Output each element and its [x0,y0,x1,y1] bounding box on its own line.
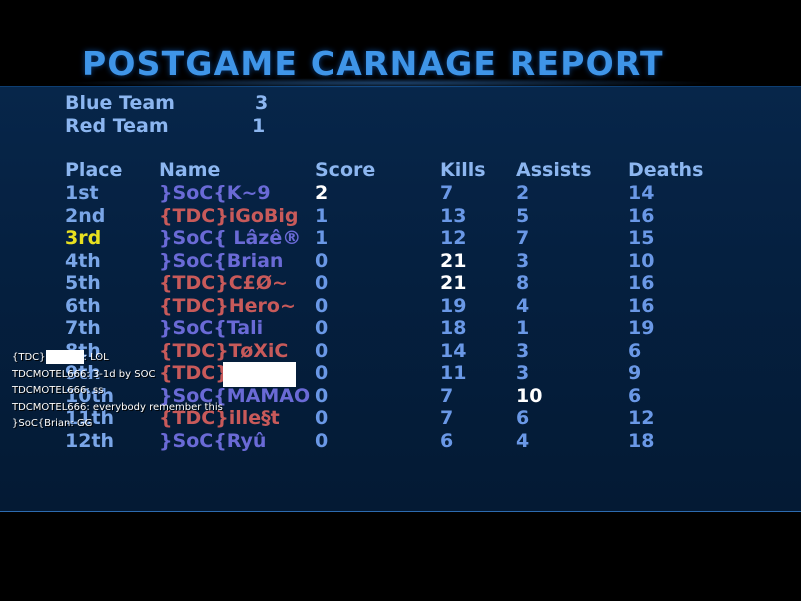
team-label-red: Red Team [65,115,169,137]
row-3-place: 3rd [65,227,102,249]
chat-message: TDCMOTEL666: ss [12,385,104,396]
row-2-name: {TDC}iGoBig [159,204,299,227]
row-5-name: {TDC}C£Ø~ [159,272,288,294]
row-7-kills: 18 [440,317,467,339]
row-11-kills: 7 [440,407,454,429]
row-5-kills: 21 [440,272,467,294]
scoreboard-panel [0,86,801,512]
row-12-place: 12th [65,429,115,452]
row-6-kills: 19 [440,294,467,317]
row-4-score: 0 [315,249,329,272]
row-11-assists: 6 [516,407,530,429]
page-title: POSTGAME CARNAGE REPORT [82,44,664,83]
row-6-deaths: 16 [628,294,655,317]
header-place: Place [65,159,123,181]
row-7-assists: 1 [516,317,530,339]
row-5-score: 0 [315,272,329,294]
chat-log: {TDC}: LOL TDCMOTEL666: 3-1d by SOC TDCM… [12,350,223,433]
row-5-place: 5th [65,272,101,294]
chat-message: }SoC{Brian: GG [12,418,93,429]
row-9-name: {TDC} [159,362,229,384]
row-2-deaths: 16 [628,204,655,227]
row-1-kills: 7 [440,182,454,204]
chat-message: TDCMOTEL666: 3-1d by SOC [12,368,156,380]
header-score: Score [315,159,376,181]
row-4-name: }SoC{Brian [159,249,284,272]
row-6-name: {TDC}Hero~ [159,294,296,317]
header-kills: Kills [440,159,486,181]
row-9-place: 9th [65,362,101,384]
row-10-assists: 10 [516,384,543,407]
row-3-score: 1 [315,227,329,249]
row-5-assists: 8 [516,272,530,294]
row-1-score: 2 [315,182,329,204]
row-1-name: }SoC{K~9 [159,182,271,204]
row-11-name: {TDC}ille§t [159,407,280,429]
row-11-place: 11th [65,407,115,429]
row-4-kills: 21 [440,249,467,272]
chat-message: {TDC}: LOL [12,350,109,364]
row-6-place: 6th [65,294,101,317]
header-assists: Assists [516,159,592,181]
row-7-place: 7th [65,317,101,339]
row-2-assists: 5 [516,204,530,227]
row-1-deaths: 14 [628,182,655,204]
row-3-name: }SoC{ Lâzê® [159,227,302,249]
row-11-score: 0 [315,407,329,429]
row-8-kills: 14 [440,339,467,362]
row-7-deaths: 19 [628,317,655,339]
row-10-name: }SoC{MAMAO [159,384,311,407]
row-2-kills: 13 [440,204,467,227]
row-6-assists: 4 [516,294,530,317]
row-10-kills: 7 [440,384,454,407]
row-1-place: 1st [65,182,99,204]
row-2-place: 2nd [65,204,106,227]
row-1-assists: 2 [516,182,530,204]
row-9-score: 0 [315,362,329,384]
row-5-deaths: 16 [628,272,655,294]
row-9-kills: 11 [440,362,467,384]
row-6-score: 0 [315,294,329,317]
row-11-deaths: 12 [628,407,655,429]
chat-message: TDCMOTEL666: everybody remember this [12,401,223,413]
title-glow [60,78,720,88]
row-8-assists: 3 [516,339,530,362]
row-4-deaths: 10 [628,249,655,272]
row-10-score: 0 [315,384,329,407]
header-deaths: Deaths [628,159,704,181]
row-10-deaths: 6 [628,384,642,407]
row-12-assists: 4 [516,429,530,452]
header-name: Name [159,159,221,181]
row-3-deaths: 15 [628,227,655,249]
row-12-kills: 6 [440,429,454,452]
team-score-blue: 3 [255,92,269,114]
row-12-name: }SoC{Ryû [159,429,267,452]
redaction-box [45,350,84,364]
row-3-kills: 12 [440,227,467,249]
redaction-box [223,362,296,387]
row-8-score: 0 [315,339,329,362]
row-12-score: 0 [315,429,329,452]
row-8-deaths: 6 [628,339,642,362]
row-9-deaths: 9 [628,362,642,384]
team-label-blue: Blue Team [65,92,175,114]
row-8-name: {TDC}TøXiC [159,339,289,362]
row-4-place: 4th [65,249,101,272]
row-7-score: 0 [315,317,329,339]
row-10-place: 10th [65,384,115,407]
row-3-assists: 7 [516,227,530,249]
row-9-assists: 3 [516,362,530,384]
row-12-deaths: 18 [628,429,655,452]
row-4-assists: 3 [516,249,530,272]
row-7-name: }SoC{Tali [159,317,264,339]
row-2-score: 1 [315,204,329,227]
team-score-red: 1 [252,115,266,137]
